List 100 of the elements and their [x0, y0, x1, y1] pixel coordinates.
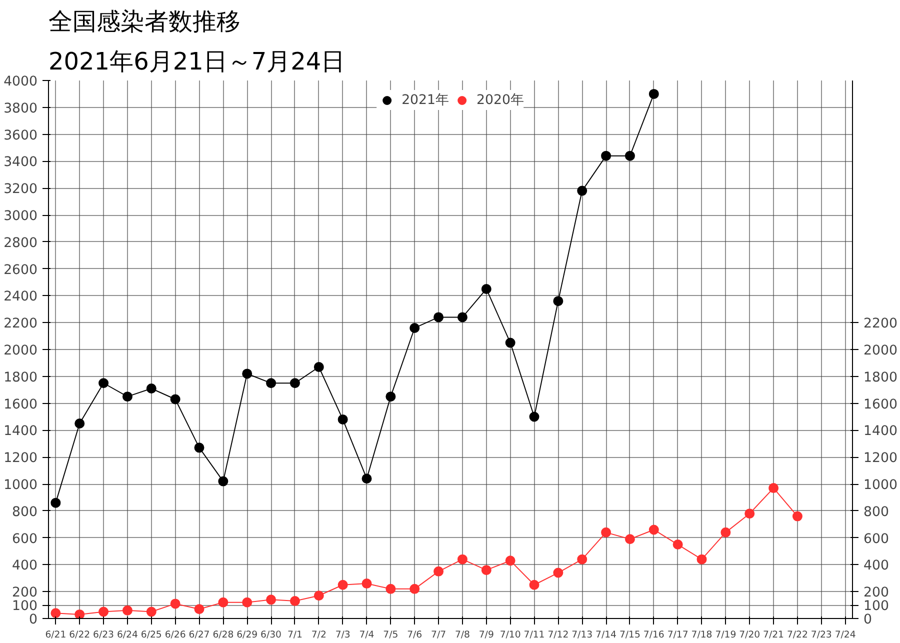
x-tick-label: 6/21	[45, 630, 66, 640]
y-tick-label: 1600	[4, 397, 38, 412]
point	[696, 554, 707, 564]
x-tick-label: 7/7	[431, 630, 446, 640]
point	[50, 608, 61, 618]
legend-label: 2021年	[402, 92, 448, 109]
point	[434, 312, 444, 322]
point	[505, 556, 516, 566]
point	[601, 150, 612, 161]
y-tick-label: 4000	[4, 74, 38, 90]
point	[74, 609, 85, 618]
point	[601, 527, 612, 538]
x-tick-label: 7/24	[834, 630, 856, 640]
point	[242, 368, 252, 379]
x-tick-label: 7/1	[287, 630, 303, 640]
y2-tick-label: 1200	[864, 451, 898, 466]
point	[648, 524, 659, 535]
x-tick-label: 7/2	[311, 630, 326, 640]
x-tick-label: 7/6	[407, 630, 422, 640]
x-tick-label: 7/9	[478, 630, 494, 640]
y2-tick-label: 200	[864, 586, 889, 601]
x-tick-label: 7/22	[786, 630, 808, 640]
point	[122, 392, 132, 402]
point	[648, 88, 659, 99]
y2-tick-label: 1000	[864, 478, 898, 493]
point	[672, 540, 683, 550]
legend-label: 2020年	[476, 92, 524, 109]
point	[410, 584, 420, 594]
y2-tick-label: 2000	[864, 344, 898, 358]
point	[744, 508, 755, 519]
y-tick-label: 2200	[4, 316, 38, 332]
x-tick-label: 6/30	[260, 630, 282, 640]
point	[98, 606, 109, 617]
y2-tick-label: 1800	[864, 370, 898, 386]
x-tick-label: 7/3	[335, 630, 350, 640]
y-tick-label: 600	[12, 532, 38, 547]
point	[386, 584, 396, 594]
point	[362, 578, 372, 589]
point	[218, 476, 228, 486]
point	[338, 414, 348, 424]
chart-title: 全国感染者数推移	[48, 8, 240, 36]
point	[242, 597, 252, 608]
y-tick-label: 400	[12, 558, 38, 574]
x-tick-label: 7/20	[739, 630, 760, 640]
point	[98, 378, 109, 388]
point	[410, 322, 420, 333]
x-tick-label: 7/13	[572, 630, 593, 640]
x-tick-label: 6/25	[140, 630, 162, 640]
y-tick-label: 1400	[4, 424, 38, 440]
y2-tick-label: 2200	[864, 316, 898, 332]
x-tick-label: 6/24	[116, 630, 138, 640]
point	[457, 554, 468, 564]
y-tick-label: 2800	[4, 236, 38, 251]
y-tick-label: 100	[12, 599, 38, 614]
point	[481, 284, 492, 294]
point	[577, 186, 588, 196]
x-tick-label: 7/12	[548, 630, 569, 640]
y-tick-label: 2400	[4, 290, 38, 305]
y2-tick-label: 800	[864, 504, 889, 520]
y2-tick-label: 1400	[864, 424, 898, 440]
point	[290, 378, 300, 388]
y-tick-label: 3800	[4, 101, 38, 116]
point	[170, 394, 180, 404]
x-tick-label: 6/29	[236, 630, 258, 640]
x-tick-label: 6/27	[188, 630, 210, 640]
x-tick-label: 7/4	[359, 630, 374, 640]
y-tick-label: 3200	[4, 182, 38, 198]
x-tick-label: 6/23	[93, 630, 114, 640]
y-tick-label: 200	[12, 586, 38, 601]
y2-tick-label: 600	[864, 532, 889, 547]
point	[362, 474, 372, 484]
y-tick-label: 3400	[4, 155, 38, 170]
x-tick-label: 7/21	[763, 630, 784, 640]
point	[170, 598, 180, 609]
point	[577, 554, 588, 564]
point	[314, 362, 324, 372]
x-tick-label: 7/5	[383, 630, 398, 640]
y2-tick-label: 0	[864, 612, 872, 628]
y2-tick-label: 100	[864, 599, 889, 614]
point	[314, 590, 324, 601]
point	[266, 378, 276, 388]
point	[218, 597, 228, 608]
y2-tick-label: 400	[864, 558, 889, 574]
x-tick-label: 7/17	[667, 630, 688, 640]
y-tick-label: 1200	[4, 451, 38, 466]
x-tick-label: 6/26	[164, 630, 186, 640]
point	[434, 566, 444, 576]
point	[553, 568, 564, 578]
point	[553, 296, 564, 306]
x-tick-label: 7/11	[524, 630, 545, 640]
point	[505, 338, 516, 348]
point	[266, 594, 276, 605]
y-tick-label: 3000	[4, 209, 38, 224]
y-tick-label: 2000	[4, 344, 38, 358]
point	[624, 534, 635, 544]
y-tick-label: 1000	[4, 478, 38, 493]
point	[122, 605, 132, 616]
point	[146, 606, 156, 617]
y-tick-label: 2600	[4, 262, 38, 278]
point	[481, 565, 492, 576]
